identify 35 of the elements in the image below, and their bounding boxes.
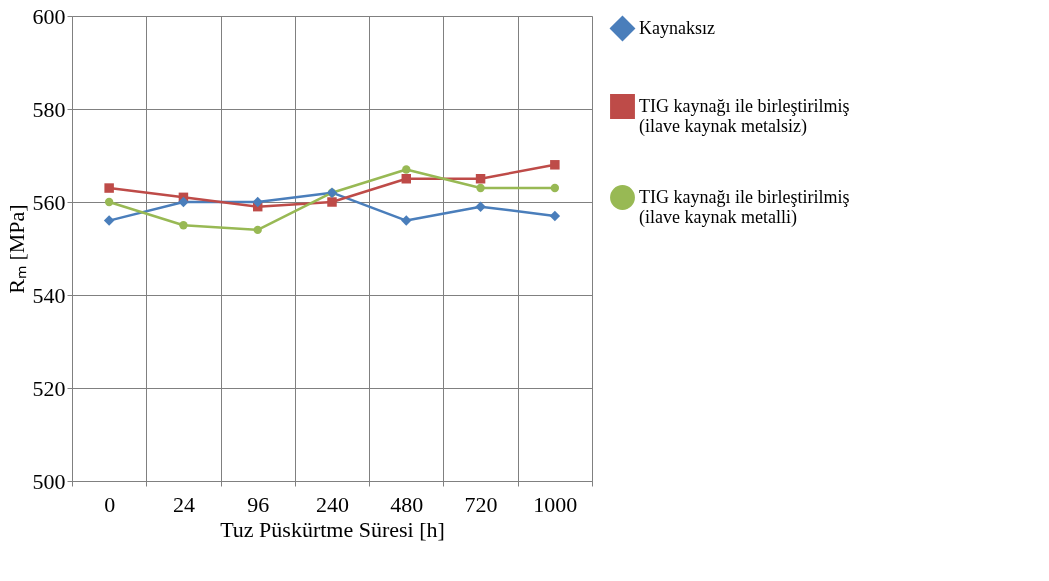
point (549, 210, 561, 222)
point (253, 225, 262, 235)
x-tick-label: 240 (316, 491, 349, 517)
x-axis-title: Tuz Püskürtme Süresi [h] (220, 516, 445, 542)
point (476, 183, 485, 193)
point (178, 196, 189, 208)
x-tick-label: 480 (390, 491, 424, 517)
x-tick-label: 720 (464, 491, 498, 517)
y-axis-title: Rₘ [MPa] (3, 204, 29, 294)
legend-label: TIG kaynağı ile birleştirilmiş (ilave kaynak metalli) (639, 186, 850, 228)
legend-label: Kaynaksız (639, 17, 715, 38)
point (327, 197, 337, 207)
legend-label: TIG kaynağı ile birleştirilmiş (ilave kaynak metalsiz) (639, 95, 850, 137)
point (475, 201, 486, 212)
x-tick-label: 96 (247, 491, 270, 517)
point (252, 196, 263, 208)
point (475, 174, 486, 184)
point (103, 215, 115, 226)
x-tick-label: 0 (104, 491, 116, 517)
point (104, 183, 114, 193)
point (104, 197, 114, 207)
point (401, 215, 412, 226)
point (550, 160, 560, 170)
x-tick-label: 24 (172, 491, 195, 517)
y-tick-label: 540 (32, 282, 66, 308)
point (401, 174, 412, 184)
y-tick-label: 600 (32, 3, 66, 29)
y-tick-label: 560 (32, 189, 66, 215)
y-tick-label: 500 (32, 468, 66, 494)
y-tick-label: 520 (32, 375, 66, 401)
point (402, 165, 411, 174)
point (550, 183, 560, 193)
y-tick-label: 580 (32, 96, 66, 122)
point (179, 221, 188, 230)
x-tick-label: 1000 (533, 491, 578, 517)
